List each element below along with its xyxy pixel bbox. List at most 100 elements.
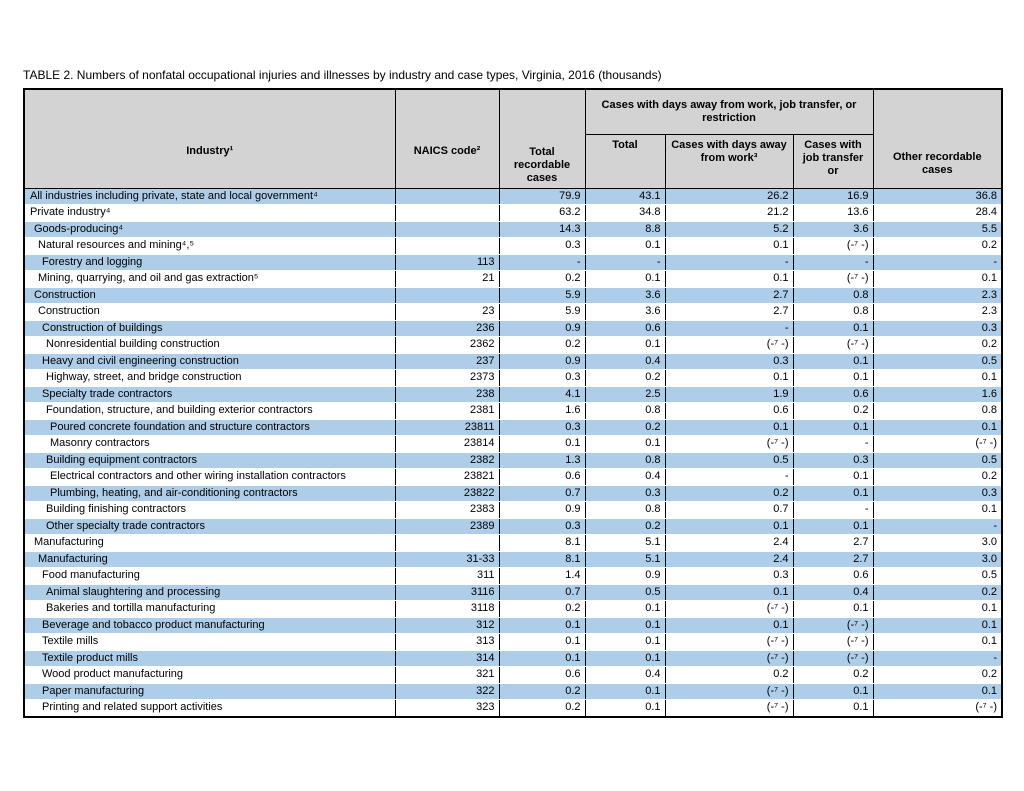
value-cell: - <box>792 435 874 453</box>
value-cell: 0.5 <box>664 452 793 469</box>
table-row: Textile product mills 314 0.1 0.1 (-⁷ -) (-⁷ … <box>24 650 1003 667</box>
value-cell: 0.7 <box>498 584 585 601</box>
value-cell: 21.2 <box>664 204 793 222</box>
value-cell: 0.3 <box>872 320 1003 337</box>
value-cell: 3.0 <box>872 534 1003 552</box>
naics-code-cell: 313 <box>394 633 499 651</box>
value-cell: 0.8 <box>584 402 665 420</box>
value-cell: 0.1 <box>664 584 793 601</box>
value-cell: 0.5 <box>872 452 1003 469</box>
naics-code-cell: 323 <box>394 699 499 717</box>
value-cell: 0.4 <box>584 666 665 684</box>
value-cell: 1.6 <box>498 402 585 420</box>
industry-cell: Building equipment contractors <box>24 452 395 469</box>
value-cell: 0.7 <box>498 485 585 502</box>
value-cell: 0.1 <box>584 270 665 288</box>
value-cell: 0.1 <box>584 600 665 618</box>
industry-cell: Printing and related support activities <box>24 699 395 717</box>
industry-cell: Specialty trade contractors <box>24 386 395 403</box>
value-cell: 5.9 <box>498 287 585 304</box>
value-cell: 2.3 <box>872 303 1003 321</box>
table-row: Construction of buildings 236 0.9 0.6-0.1 0.… <box>24 320 1003 337</box>
value-cell: 0.6 <box>792 386 874 403</box>
value-cell: 2.5 <box>584 386 665 403</box>
industry-cell: Mining, quarrying, and oil and gas extra… <box>24 270 395 288</box>
naics-code-cell <box>394 188 499 205</box>
value-cell: (-⁷ -) <box>664 633 793 651</box>
industry-cell: Foundation, structure, and building exte… <box>24 402 395 420</box>
value-cell: 4.1 <box>498 386 585 403</box>
table-row: All industries including private, state … <box>24 188 1003 205</box>
value-cell: 1.9 <box>664 386 793 403</box>
value-cell: 0.9 <box>498 353 585 370</box>
value-cell: 0.8 <box>584 501 665 519</box>
value-cell: 0.3 <box>872 485 1003 502</box>
value-cell: 0.8 <box>792 287 874 304</box>
table-row: Wood product manufacturing 321 0.6 0.4 0.2 0.… <box>24 666 1003 684</box>
value-cell: 3.6 <box>792 221 874 238</box>
value-cell: 0.1 <box>664 270 793 288</box>
table-row: Building equipment contractors 2382 1.3 0.8… <box>24 452 1003 469</box>
value-cell: - <box>872 254 1003 271</box>
value-cell: 0.1 <box>792 699 874 717</box>
industry-cell: Masonry contractors <box>24 435 395 453</box>
naics-code-cell: 322 <box>394 683 499 700</box>
value-cell: 2.7 <box>792 551 874 568</box>
header-cases-job-transfer: Cases with job transfer or <box>792 133 874 189</box>
naics-code-cell: 2382 <box>394 452 499 469</box>
value-cell: 0.1 <box>584 650 665 667</box>
value-cell: 0.5 <box>872 567 1003 585</box>
value-cell: - <box>792 254 874 271</box>
industry-cell: Construction <box>24 303 395 321</box>
table-row: Food manufacturing 311 1.4 0.9 0.3 0.6 0.5 <box>24 567 1003 585</box>
table-row: Manufacturing 8.1 5.1 2.4 2.7 3.0 <box>24 534 1003 552</box>
header-total-recordable-cases: Total recordable cases <box>498 88 586 189</box>
industry-cell: Textile mills <box>24 633 395 651</box>
table-row: Beverage and tobacco product manufacturi… <box>24 617 1003 634</box>
injuries-table: Industry¹ NAICS code² Total recordable c… <box>23 88 1004 718</box>
value-cell: 8.1 <box>498 551 585 568</box>
naics-code-cell: 321 <box>394 666 499 684</box>
value-cell: 0.2 <box>872 584 1003 601</box>
table-title: TABLE 2. Numbers of nonfatal occupationa… <box>23 68 662 82</box>
header-group-total: Total <box>584 133 666 189</box>
naics-code-cell: 2383 <box>394 501 499 519</box>
value-cell: 0.3 <box>498 369 585 387</box>
value-cell: - <box>792 501 874 519</box>
value-cell: 0.1 <box>664 237 793 255</box>
value-cell: (-⁷ -) <box>872 435 1003 453</box>
value-cell: 0.2 <box>872 468 1003 486</box>
naics-code-cell: 113 <box>394 254 499 271</box>
naics-code-cell <box>394 204 499 222</box>
value-cell: (-⁷ -) <box>792 237 874 255</box>
value-cell: 2.7 <box>664 303 793 321</box>
value-cell: 0.1 <box>792 600 874 618</box>
value-cell: 0.8 <box>872 402 1003 420</box>
naics-code-cell: 23822 <box>394 485 499 502</box>
value-cell: 0.9 <box>584 567 665 585</box>
value-cell: 0.3 <box>498 419 585 436</box>
industry-cell: Manufacturing <box>24 551 395 568</box>
value-cell: 0.1 <box>792 683 874 700</box>
value-cell: 0.8 <box>584 452 665 469</box>
value-cell: 0.1 <box>872 501 1003 519</box>
value-cell: 0.4 <box>584 353 665 370</box>
table-row: Mining, quarrying, and oil and gas extra… <box>24 270 1003 288</box>
industry-cell: Poured concrete foundation and structure… <box>24 419 395 436</box>
value-cell: 0.2 <box>792 666 874 684</box>
value-cell: 5.1 <box>584 534 665 552</box>
value-cell: 0.2 <box>584 369 665 387</box>
value-cell: 0.5 <box>584 584 665 601</box>
value-cell: 0.1 <box>872 633 1003 651</box>
value-cell: 0.7 <box>664 501 793 519</box>
value-cell: 0.2 <box>872 666 1003 684</box>
value-cell: 0.2 <box>872 237 1003 255</box>
naics-code-cell: 238 <box>394 386 499 403</box>
table-row: Construction 5.9 3.6 2.7 0.8 2.3 <box>24 287 1003 304</box>
value-cell: 2.4 <box>664 534 793 552</box>
naics-code-cell: 3116 <box>394 584 499 601</box>
table-row: Natural resources and mining⁴,⁵ 0.3 0.1 0.1… <box>24 237 1003 255</box>
value-cell: 2.3 <box>872 287 1003 304</box>
table-row: Electrical contractors and other wiring … <box>24 468 1003 486</box>
